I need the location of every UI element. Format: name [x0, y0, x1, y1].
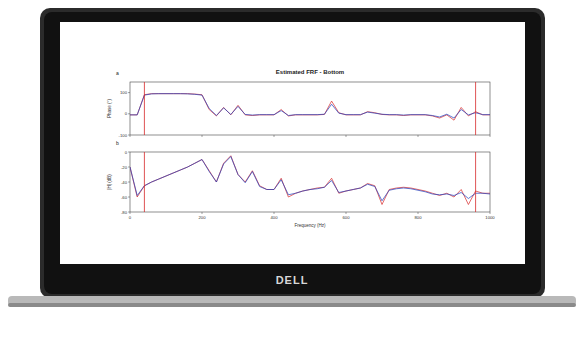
- y-tick: [128, 135, 130, 136]
- marker-line: [144, 152, 145, 212]
- x-tick: [418, 135, 419, 137]
- series-line: [130, 94, 490, 118]
- y-tick-label: 100: [120, 90, 128, 95]
- logo: DELL: [276, 274, 309, 286]
- panel-label: a: [116, 70, 119, 76]
- y-tick: [128, 182, 130, 183]
- x-tick-label: 0: [129, 215, 132, 220]
- laptop-lid: [40, 8, 545, 298]
- series-line: [130, 157, 490, 201]
- y-tick-label: 0: [125, 150, 128, 155]
- y-tick-label: 0: [125, 111, 128, 116]
- page: DELL Estimated FRF - Bottom a -100 0 100 Phase…: [0, 0, 584, 338]
- x-tick: [490, 135, 491, 137]
- y-tick: [128, 167, 130, 168]
- y-tick: [128, 113, 130, 114]
- panel-label: b: [116, 140, 119, 146]
- y-tick-label: -100: [119, 133, 128, 138]
- series-line: [130, 94, 490, 121]
- laptop-base: [8, 296, 576, 306]
- display: [60, 22, 525, 264]
- y-tick-label: -80: [121, 210, 128, 215]
- x-tick: [490, 212, 491, 214]
- x-tick: [202, 212, 203, 214]
- title: Estimated FRF - Bottom: [276, 69, 344, 75]
- chart: Estimated FRF - Bottom a -100 0 100 Phase (°): [107, 69, 490, 138]
- y-tick-label: -40: [121, 180, 128, 185]
- marker-line: [475, 82, 476, 135]
- x-tick-label: 1000: [485, 215, 495, 220]
- y-tick-label: -20: [121, 165, 128, 170]
- x-tick-label: 600: [343, 215, 351, 220]
- x-tick: [346, 212, 347, 214]
- x-tick-label: 800: [415, 215, 423, 220]
- marker-line: [144, 82, 145, 135]
- x-tick: [346, 135, 347, 137]
- y-tick-label: -60: [121, 195, 128, 200]
- y-axis-label: |H| (dB): [107, 174, 112, 190]
- x-tick: [130, 212, 131, 214]
- x-tick: [130, 135, 131, 137]
- data-area: [130, 82, 490, 135]
- y-tick: [128, 212, 130, 213]
- series-line: [130, 156, 490, 205]
- x-tick: [202, 135, 203, 137]
- data-area: [130, 152, 490, 212]
- x-tick: [274, 212, 275, 214]
- chart: b -80 -60 -40 -20 0 0 200 400 600 800 1000 |H| (dB) F…: [107, 140, 495, 228]
- base-edge: [8, 303, 576, 307]
- x-axis-label: Frequency (Hz): [294, 223, 326, 228]
- x-tick-label: 200: [199, 215, 207, 220]
- marker-line: [475, 152, 476, 212]
- bezel: [44, 12, 541, 294]
- y-tick: [128, 152, 130, 153]
- plot-frame: [130, 152, 490, 212]
- x-tick: [274, 135, 275, 137]
- y-tick: [128, 92, 130, 93]
- y-axis-label: Phase (°): [107, 99, 112, 118]
- plot-frame: [130, 82, 490, 135]
- y-tick: [128, 197, 130, 198]
- x-tick-label: 400: [271, 215, 279, 220]
- x-tick: [418, 212, 419, 214]
